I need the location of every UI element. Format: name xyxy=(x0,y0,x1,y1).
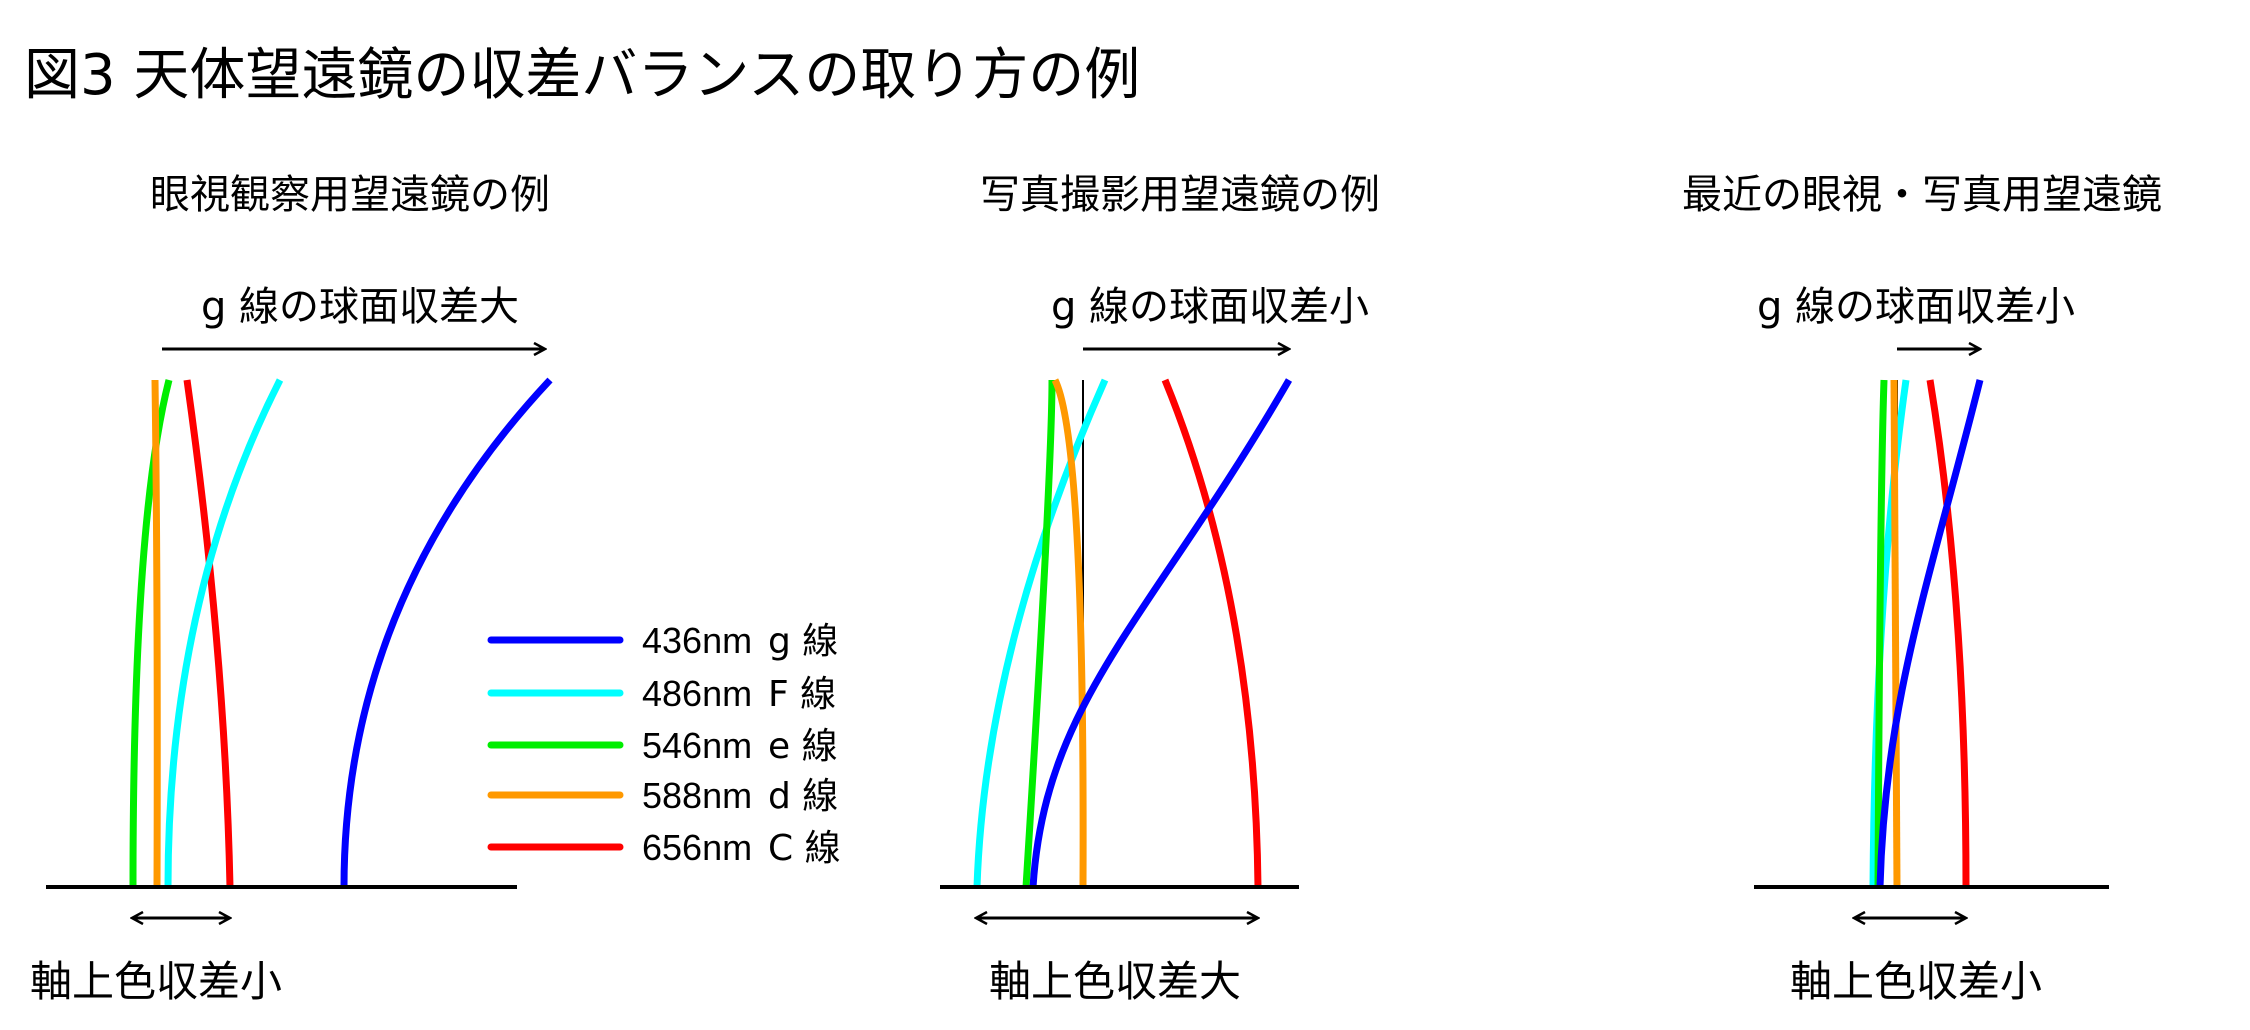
legend-wavelength: 486nm xyxy=(642,673,752,714)
curve-g-line xyxy=(1876,379,1984,888)
legend-wavelength: 546nm xyxy=(642,725,752,766)
legend-item-c: 656nm C 線 xyxy=(487,827,841,869)
curve-c-line xyxy=(1926,379,1970,888)
curve-g-line xyxy=(1029,378,1293,888)
panel-subtitle: 最近の眼視・写真用望遠鏡 xyxy=(1682,172,2162,218)
spherical-aberration-label: g 線の球面収差大 xyxy=(201,284,519,330)
spherical-aberration-label: g 線の球面収差小 xyxy=(1051,284,1369,330)
curve-f-line xyxy=(164,378,284,888)
legend-item-g: 436nm g 線 xyxy=(487,620,838,662)
legend-wavelength: 436nm xyxy=(642,620,752,661)
curve-c-line xyxy=(1161,378,1262,888)
curve-d-line xyxy=(1051,378,1087,888)
curve-d-line xyxy=(151,379,161,888)
legend-wavelength: 588nm xyxy=(642,775,752,816)
legend-item-f: 486nm F 線 xyxy=(487,673,836,715)
curve-g-line xyxy=(340,377,553,888)
figure-title: 図3 天体望遠鏡の収差バランスの取り方の例 xyxy=(24,43,1140,108)
chromatic-aberration-label: 軸上色収差大 xyxy=(989,957,1241,1006)
legend-line-name: e 線 xyxy=(768,726,838,767)
panel-visual-telescope: 眼視観察用望遠鏡の例 g 線の球面収差大 軸上色収差小 xyxy=(30,172,553,1006)
curve-e-line xyxy=(129,379,173,888)
legend-wavelength: 656nm xyxy=(642,827,752,868)
panel-subtitle: 眼視観察用望遠鏡の例 xyxy=(150,172,550,218)
chromatic-aberration-label: 軸上色収差小 xyxy=(30,957,282,1006)
panel-modern-telescope: 最近の眼視・写真用望遠鏡 g 線の球面収差小 軸上色収差小 xyxy=(1682,172,2162,1006)
legend-line-name: d 線 xyxy=(768,776,838,817)
legend-item-e: 546nm e 線 xyxy=(487,725,838,767)
panel-photographic-telescope: 写真撮影用望遠鏡の例 g 線の球面収差小 軸上色収差大 xyxy=(940,172,1380,1006)
legend-line-name: g 線 xyxy=(768,621,838,662)
panel-subtitle: 写真撮影用望遠鏡の例 xyxy=(980,172,1380,218)
legend-line-name: F 線 xyxy=(768,674,836,715)
legend-line-name: C 線 xyxy=(768,828,841,869)
legend: 436nm g 線 486nm F 線 546nm e 線 588nm d 線 … xyxy=(487,620,841,869)
curve-c-line xyxy=(183,379,234,888)
curve-d-line xyxy=(1890,379,1901,888)
chromatic-aberration-label: 軸上色収差小 xyxy=(1790,957,2042,1006)
legend-item-d: 588nm d 線 xyxy=(487,775,838,817)
curve-e-line xyxy=(1874,379,1888,888)
spherical-aberration-label: g 線の球面収差小 xyxy=(1757,284,2075,330)
curve-e-line xyxy=(1022,379,1056,888)
